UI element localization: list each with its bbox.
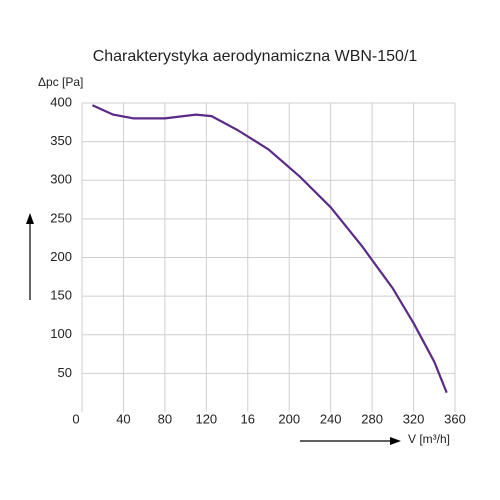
chart-title: Charakterystyka aerodynamiczna WBN-150/1 xyxy=(93,48,418,65)
x-tick-label: 80 xyxy=(158,411,172,426)
curve xyxy=(91,104,448,394)
x-tick-label: 120 xyxy=(195,411,217,426)
y-tick-label: 300 xyxy=(50,172,72,187)
x-tick-label: 240 xyxy=(320,411,342,426)
x-tick-label: 360 xyxy=(444,411,466,426)
x-tick-label: 200 xyxy=(278,411,300,426)
y-tick-label: 400 xyxy=(50,94,72,109)
y-tick-label: 350 xyxy=(50,133,72,148)
y-arrow xyxy=(26,213,34,300)
y-tick-label: 200 xyxy=(50,249,72,264)
y-tick-label: 50 xyxy=(58,365,72,380)
y-tick-label: 150 xyxy=(50,288,72,303)
x-arrow xyxy=(300,437,401,445)
y-tick-label: 100 xyxy=(50,326,72,341)
x-tick-label: 40 xyxy=(116,411,130,426)
y-tick-label: 250 xyxy=(50,210,72,225)
x-axis-label: V [m³/h] xyxy=(408,432,450,446)
x-tick-label: 320 xyxy=(403,411,425,426)
x-tick-label: 16 xyxy=(241,411,255,426)
x-tick-label: 280 xyxy=(361,411,383,426)
x-tick-label: 0 xyxy=(72,411,79,426)
y-axis-label: Δpc [Pa] xyxy=(38,75,83,89)
